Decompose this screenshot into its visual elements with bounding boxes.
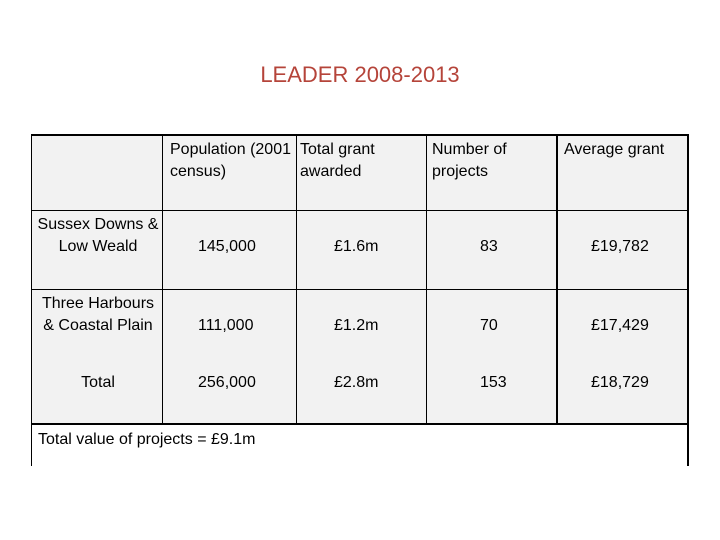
row-divider bbox=[32, 210, 687, 211]
header-number-of-projects: Number of projects bbox=[432, 141, 507, 180]
row-population: 145,000 bbox=[198, 238, 256, 255]
row-population: 256,000 bbox=[198, 374, 256, 391]
header-average-grant: Average grant bbox=[564, 141, 665, 158]
column-divider bbox=[296, 136, 297, 423]
row-projects: 153 bbox=[480, 374, 507, 391]
page-title: LEADER 2008-2013 bbox=[260, 62, 460, 87]
column-divider bbox=[426, 136, 427, 423]
row-grant: £1.2m bbox=[334, 317, 379, 334]
row-divider bbox=[32, 289, 687, 290]
row-grant: £2.8m bbox=[334, 374, 379, 391]
row-area: Three Harbours & Coastal Plain bbox=[41, 295, 155, 334]
row-area: Total bbox=[81, 374, 115, 391]
column-divider bbox=[556, 136, 558, 423]
header-population: Population (2001 census) bbox=[170, 141, 291, 180]
column-divider bbox=[162, 136, 163, 423]
row-population: 111,000 bbox=[198, 317, 254, 334]
row-area: Sussex Downs & Low Weald bbox=[37, 216, 159, 255]
row-average: £19,782 bbox=[591, 238, 649, 255]
row-projects: 70 bbox=[480, 317, 498, 334]
row-average: £17,429 bbox=[591, 317, 649, 334]
row-projects: 83 bbox=[480, 238, 498, 255]
row-average: £18,729 bbox=[591, 374, 649, 391]
row-grant: £1.6m bbox=[334, 238, 379, 255]
footer-total-value: Total value of projects = £9.1m bbox=[38, 431, 256, 448]
header-total-grant: Total grant awarded bbox=[300, 141, 375, 180]
grant-table: Population (2001 census) Total grant awa… bbox=[31, 134, 689, 466]
table-footer: Total value of projects = £9.1m bbox=[32, 423, 687, 466]
